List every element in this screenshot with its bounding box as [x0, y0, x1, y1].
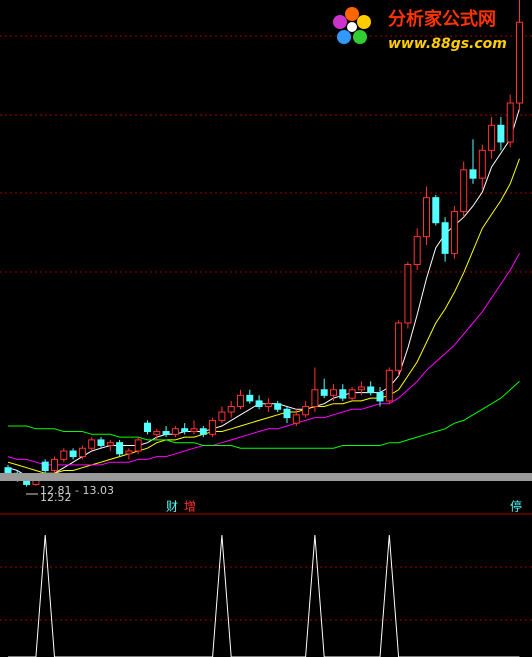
candle-body — [450, 211, 458, 254]
candle-body — [237, 394, 244, 407]
moving-average — [7, 108, 520, 480]
candle-body — [488, 124, 496, 151]
candle-body — [367, 386, 375, 394]
low-label: 12.52 — [40, 491, 72, 504]
candle-body — [469, 169, 477, 179]
candle-body — [423, 197, 430, 238]
candle-body — [134, 439, 142, 452]
candle-body — [181, 428, 189, 433]
candle-body — [227, 405, 235, 413]
candle-body — [413, 236, 421, 265]
candle-body — [376, 392, 384, 402]
candle-body — [497, 124, 505, 143]
watermark-title: 分析家公式网 — [388, 8, 496, 30]
candle-body — [60, 450, 68, 460]
logo-petal — [337, 30, 351, 44]
candle-body — [516, 21, 523, 104]
candle-body — [432, 197, 440, 224]
candle-body — [395, 322, 403, 371]
candle-body — [190, 428, 198, 433]
logo-center — [347, 22, 357, 32]
candle-body — [255, 400, 263, 407]
marker: 停 — [510, 499, 522, 514]
candle-body — [116, 442, 124, 455]
moving-average — [8, 381, 520, 449]
candle-body — [311, 389, 319, 407]
candle-body — [292, 414, 300, 424]
plot — [4, 0, 523, 657]
candle-body — [264, 403, 272, 407]
candle-body — [460, 169, 468, 213]
candle-body — [404, 263, 412, 324]
logo-petal — [333, 15, 347, 29]
moving-average — [7, 253, 520, 466]
scroll-band — [0, 473, 532, 481]
candle-body — [88, 439, 96, 449]
logo-petal — [345, 7, 359, 21]
candle-body — [69, 450, 77, 458]
candle-body — [283, 408, 291, 419]
candle-body — [478, 149, 486, 179]
logo-petal — [357, 15, 371, 29]
candle-body — [506, 102, 514, 143]
candle-body — [385, 369, 393, 402]
candle-body — [199, 428, 207, 435]
candle-body — [41, 461, 49, 472]
candle-body — [274, 403, 282, 410]
marker: 财 — [166, 500, 178, 514]
watermark-url: www.88gs.com — [388, 36, 507, 52]
candle-body — [357, 386, 365, 391]
candle-body — [171, 428, 179, 435]
logo — [333, 7, 371, 44]
candle-body — [4, 467, 12, 474]
candle-body — [302, 405, 310, 416]
candle-body — [330, 389, 337, 396]
candle-body — [218, 411, 226, 421]
logo-petal — [353, 30, 367, 44]
candle-body — [78, 447, 86, 458]
candle-body — [97, 439, 105, 446]
candle-body — [348, 389, 356, 399]
range-label: 12.81 - 13.03 — [40, 484, 114, 497]
candle-body — [246, 394, 254, 402]
candle-body — [339, 389, 347, 399]
candle-body — [51, 458, 58, 472]
candle-body — [125, 450, 133, 455]
candle-body — [153, 431, 161, 435]
candle-body — [106, 442, 114, 446]
candle-body — [441, 222, 449, 254]
candle-body — [144, 422, 151, 433]
candle-body — [320, 389, 328, 396]
candle-body — [209, 419, 217, 435]
candle-body — [162, 431, 170, 435]
marker: 增 — [184, 500, 196, 514]
